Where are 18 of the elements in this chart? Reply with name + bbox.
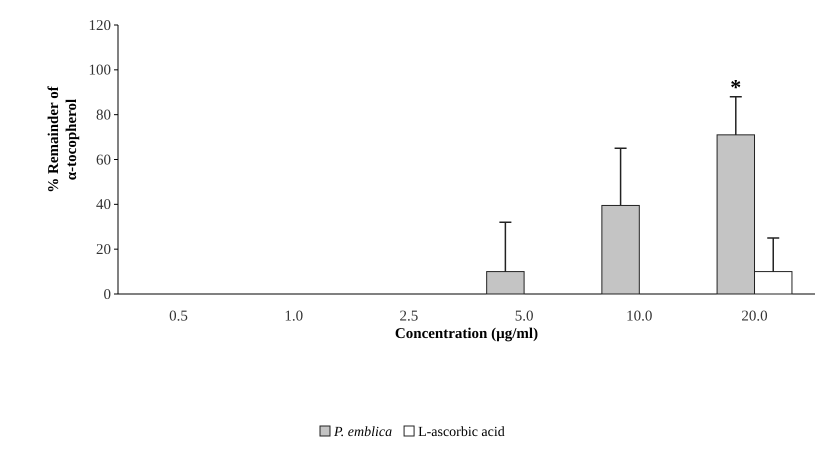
x-tick-label: 10.0 (626, 308, 652, 325)
y-tick-label: 40 (96, 197, 111, 214)
y-tick-label: 120 (88, 18, 111, 34)
x-tick-label: 5.0 (514, 308, 534, 325)
y-tick-label: 60 (96, 152, 111, 168)
y-tick-label: 100 (88, 62, 111, 79)
x-tick-label: 2.5 (400, 308, 418, 325)
y-axis-title: % Remainder of α-tocopherol (46, 85, 80, 193)
y-tick-label: 0 (104, 286, 111, 303)
y-tick-label: 20 (96, 242, 111, 258)
x-tick-label: 0.5 (169, 308, 188, 325)
x-tick-label: 1.0 (284, 308, 304, 325)
legend-label: L-ascorbic acid (418, 425, 505, 440)
x-tick-label: 20.0 (741, 308, 768, 325)
annotation: * (730, 74, 742, 100)
y-tick-label: 80 (96, 107, 111, 124)
legend-label: P. emblica (333, 425, 392, 440)
x-axis-title: Concentration (µg/ml) (394, 326, 538, 342)
